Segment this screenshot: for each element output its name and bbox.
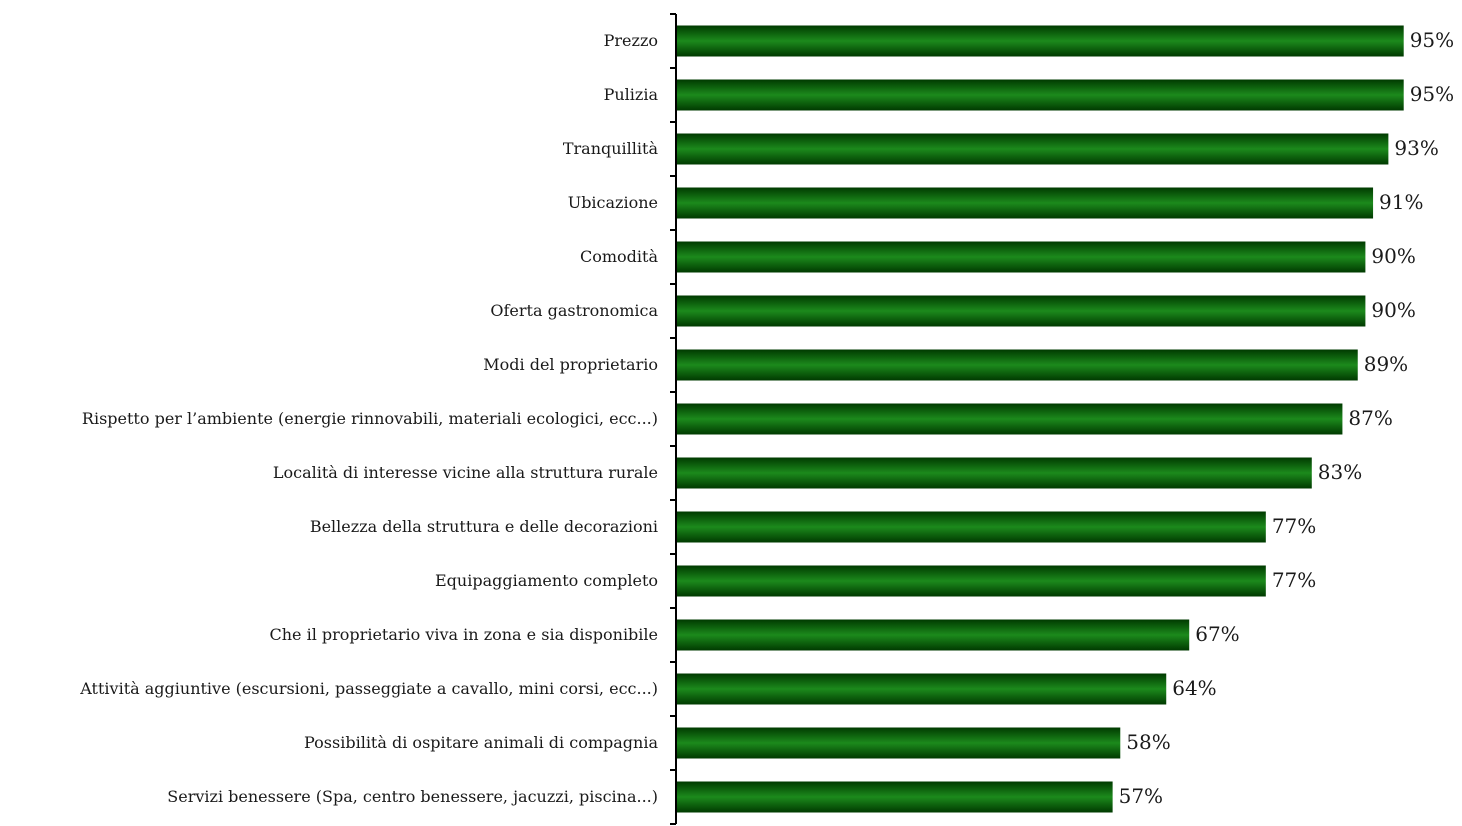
data-label: 95% — [1410, 28, 1454, 52]
bar — [676, 25, 1404, 57]
bar — [676, 403, 1343, 435]
data-label: 87% — [1348, 406, 1392, 430]
category-label: Bellezza della struttura e delle decoraz… — [310, 517, 658, 536]
category-label: Possibilità di ospitare animali di compa… — [304, 733, 658, 752]
data-label: 95% — [1410, 82, 1454, 106]
data-label: 77% — [1272, 514, 1316, 538]
category-label: Località di interesse vicine alla strutt… — [273, 463, 658, 482]
data-label: 77% — [1272, 568, 1316, 592]
category-label: Oferta gastronomica — [490, 301, 658, 320]
category-label: Modi del proprietario — [483, 355, 658, 374]
bar — [676, 457, 1312, 489]
bar — [676, 781, 1113, 813]
bar — [676, 133, 1389, 165]
bar — [676, 241, 1366, 273]
labels-group: Prezzo 95% Pulizia 95% Tranquillità 93% Ubicaz… — [79, 28, 1454, 808]
data-label: 57% — [1119, 784, 1163, 808]
data-label: 93% — [1394, 136, 1438, 160]
data-label: 91% — [1379, 190, 1423, 214]
category-label: Tranquillità — [563, 139, 659, 158]
bar — [676, 349, 1358, 381]
data-label: 64% — [1172, 676, 1216, 700]
category-label: Rispetto per l’ambiente (energie rinnova… — [82, 409, 658, 428]
bar — [676, 511, 1266, 543]
bar — [676, 295, 1366, 327]
data-label: 83% — [1318, 460, 1362, 484]
category-label: Prezzo — [604, 31, 658, 50]
data-label: 89% — [1364, 352, 1408, 376]
bar — [676, 79, 1404, 111]
category-label: Attività aggiuntive (escursioni, passegg… — [79, 679, 658, 698]
bar — [676, 565, 1266, 597]
data-label: 90% — [1371, 298, 1415, 322]
category-label: Comodità — [580, 247, 658, 266]
category-label: Pulizia — [604, 85, 659, 104]
bar — [676, 619, 1190, 651]
category-label: Ubicazione — [568, 193, 658, 212]
category-axis — [670, 13, 677, 825]
data-label: 67% — [1195, 622, 1239, 646]
bar — [676, 673, 1167, 705]
category-label: Che il proprietario viva in zona e sia d… — [269, 625, 658, 644]
data-label: 58% — [1126, 730, 1170, 754]
bar — [676, 727, 1121, 759]
category-label: Equipaggiamento completo — [435, 571, 658, 590]
bar — [676, 187, 1374, 219]
category-label: Servizi benessere (Spa, centro benessere… — [167, 787, 658, 806]
bars-group — [676, 25, 1404, 813]
data-label: 90% — [1371, 244, 1415, 268]
